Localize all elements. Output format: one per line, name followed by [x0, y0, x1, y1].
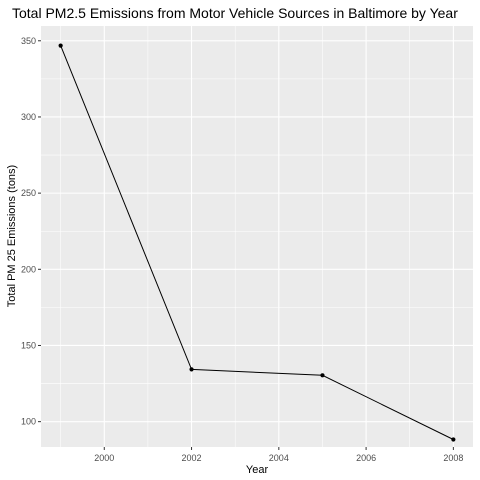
- y-tick-label: 200: [21, 264, 36, 274]
- data-point: [451, 437, 456, 442]
- y-tick-label: 150: [21, 340, 36, 350]
- minor-gridlines: [41, 26, 473, 447]
- chart-title: Total PM2.5 Emissions from Motor Vehicle…: [12, 5, 458, 21]
- y-tick-label: 100: [21, 417, 36, 427]
- axis-layer: 2000 2002 2004 2006 2008 100 150 200 250 300 350: [21, 36, 463, 463]
- data-point: [58, 43, 63, 48]
- y-axis-title: Total PM 25 Emissions (tons): [6, 165, 18, 307]
- x-axis-title: Year: [246, 464, 269, 476]
- major-gridlines: [41, 26, 473, 447]
- data-point: [189, 367, 194, 372]
- x-tick-label: 2008: [443, 453, 463, 463]
- series-layer: [58, 43, 456, 442]
- x-tick-label: 2000: [94, 453, 114, 463]
- y-tick-label: 250: [21, 188, 36, 198]
- x-tick-label: 2006: [356, 453, 376, 463]
- y-tick-label: 300: [21, 112, 36, 122]
- plot-panel: [41, 26, 473, 447]
- data-point: [320, 373, 325, 378]
- series-line: [60, 45, 454, 440]
- y-tick-label: 350: [21, 36, 36, 46]
- x-tick-label: 2002: [182, 453, 202, 463]
- x-tick-label: 2004: [269, 453, 289, 463]
